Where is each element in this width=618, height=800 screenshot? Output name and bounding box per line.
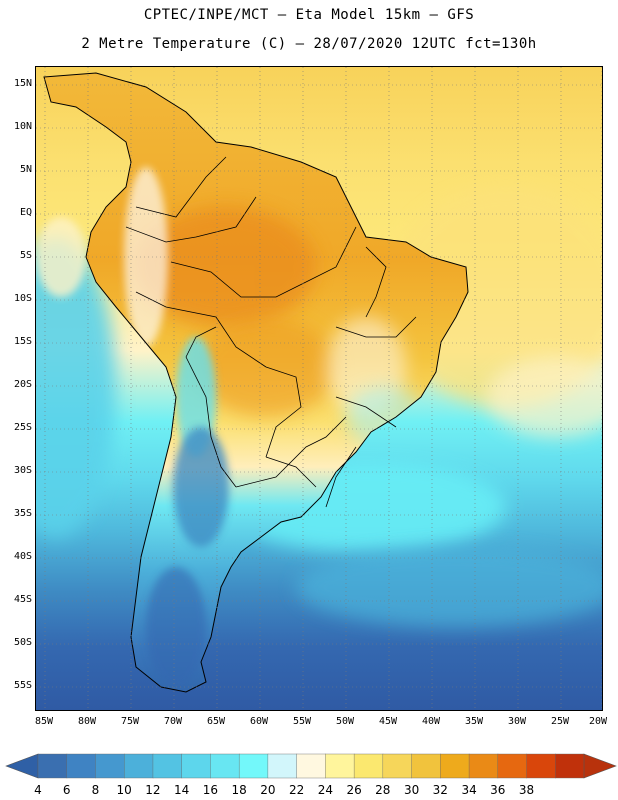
- lon-label-55w: 55W: [292, 716, 312, 727]
- lat-label-5n: 5N: [19, 164, 32, 175]
- lat-label-5s: 5S: [19, 250, 32, 261]
- colorbar-label: 24: [317, 783, 334, 797]
- colorbar-swatch: [382, 753, 413, 779]
- colorbar-swatch: [325, 753, 355, 779]
- lat-label-10n: 10N: [13, 121, 32, 132]
- colorbar-label: 30: [403, 783, 420, 797]
- lon-label-60w: 60W: [249, 716, 269, 727]
- lat-label-35s: 35S: [13, 508, 32, 519]
- lon-label-65w: 65W: [206, 716, 226, 727]
- lon-label-45w: 45W: [378, 716, 398, 727]
- colorbar-label: 38: [518, 783, 535, 797]
- lon-label-25w: 25W: [550, 716, 570, 727]
- colorbar-label: 32: [432, 783, 448, 797]
- lon-label-30w: 30W: [507, 716, 527, 727]
- colorbar-swatch: [238, 753, 269, 779]
- colorbar-swatch: [296, 753, 326, 779]
- colorbar-swatch: [181, 753, 211, 779]
- lat-label-30s: 30S: [13, 465, 32, 476]
- colorbar-label: 28: [375, 783, 391, 797]
- colorbar-label: 14: [174, 783, 190, 797]
- lon-label-75w: 75W: [120, 716, 140, 727]
- lon-label-50w: 50W: [335, 716, 355, 727]
- lat-label-55s: 55S: [13, 680, 32, 691]
- lat-label-eq: EQ: [19, 207, 32, 218]
- lat-label-40s: 40S: [13, 551, 32, 562]
- colorbar-label: 20: [260, 783, 276, 797]
- lon-label-85w: 85W: [34, 716, 54, 727]
- lon-label-35w: 35W: [464, 716, 484, 727]
- colorbar-swatch: [497, 753, 528, 779]
- colorbar-label: 36: [490, 783, 506, 797]
- colorbar-label: 16: [202, 783, 219, 797]
- lat-label-45s: 45S: [13, 594, 32, 605]
- colorbar-swatch: [353, 753, 384, 779]
- colorbar-swatch: [526, 753, 556, 779]
- lon-label-40w: 40W: [421, 716, 441, 727]
- colorbar-label: 18: [231, 783, 247, 797]
- colorbar-swatch: [440, 753, 470, 779]
- temperature-colorbar: [5, 753, 617, 779]
- title-line-2: 2 Metre Temperature (C) – 28/07/2020 12U…: [81, 36, 537, 52]
- map-canvas: [36, 67, 602, 710]
- colorbar-swatch: [124, 753, 154, 779]
- colorbar-label: 6: [62, 783, 71, 797]
- colorbar-label: 4: [34, 783, 42, 797]
- title-line-1: CPTEC/INPE/MCT – Eta Model 15km – GFS: [143, 7, 475, 23]
- colorbar-swatch: [95, 753, 125, 779]
- temperature-map: [35, 66, 603, 711]
- colorbar-high-arrow: [583, 753, 617, 779]
- colorbar-label: 12: [145, 783, 161, 797]
- colorbar-label: 26: [346, 783, 362, 797]
- lat-label-25s: 25S: [13, 422, 32, 433]
- colorbar-swatch: [468, 753, 499, 779]
- colorbar-swatch: [152, 753, 183, 779]
- colorbar-swatch: [411, 753, 441, 779]
- colorbar-label: 22: [288, 783, 305, 797]
- graticule: [36, 67, 602, 710]
- lat-label-20s: 20S: [13, 379, 32, 390]
- lat-label-10s: 10S: [13, 293, 32, 304]
- colorbar-label: 34: [461, 783, 477, 797]
- lat-label-15n: 15N: [13, 78, 32, 89]
- colorbar-swatch: [555, 753, 585, 779]
- colorbar-swatch: [267, 753, 298, 779]
- colorbar-swatch: [210, 753, 240, 779]
- lon-label-80w: 80W: [77, 716, 97, 727]
- colorbar-label: 8: [91, 783, 100, 797]
- lon-label-70w: 70W: [163, 716, 183, 727]
- colorbar-swatch: [37, 753, 68, 779]
- colorbar-label: 10: [116, 783, 132, 797]
- colorbar-swatch: [66, 753, 96, 779]
- lon-label-20w: 20W: [588, 716, 608, 727]
- lat-label-15s: 15S: [13, 336, 32, 347]
- colorbar-low-arrow: [5, 753, 39, 779]
- lat-label-50s: 50S: [13, 637, 32, 648]
